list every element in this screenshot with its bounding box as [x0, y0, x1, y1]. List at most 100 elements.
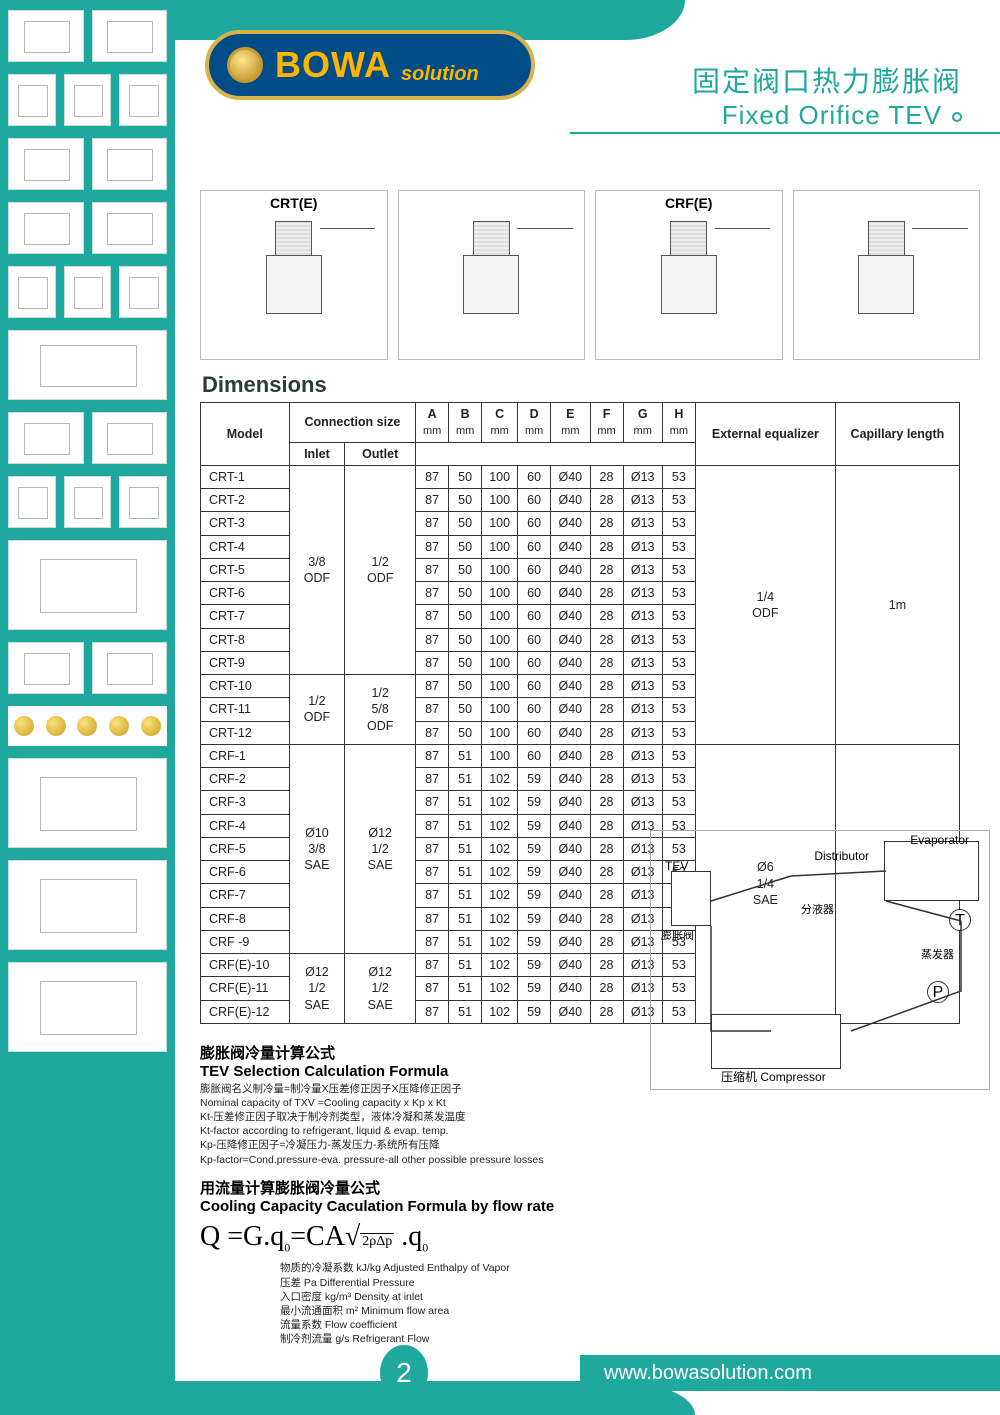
- section-title: Dimensions: [202, 372, 980, 398]
- thumb: [64, 476, 112, 528]
- cell: 53: [662, 512, 695, 535]
- brand-name: BOWA: [275, 44, 391, 86]
- cell-model: CRT-11: [201, 698, 290, 721]
- cell: 50: [449, 465, 482, 488]
- cell: 87: [416, 605, 449, 628]
- brand-logo: BOWA solution: [205, 30, 535, 100]
- cell: 28: [590, 954, 623, 977]
- cell-model: CRT-1: [201, 465, 290, 488]
- formula-block: 膨胀阀冷量计算公式 TEV Selection Calculation Form…: [200, 1042, 630, 1347]
- cell: 102: [482, 1000, 518, 1023]
- cell: Ø40: [551, 930, 590, 953]
- cell-model: CRF-8: [201, 907, 290, 930]
- cell: 60: [518, 744, 551, 767]
- cell: 87: [416, 884, 449, 907]
- thumb: [92, 412, 168, 464]
- thumb: [8, 476, 56, 528]
- cell: 102: [482, 930, 518, 953]
- thumb: [92, 642, 168, 694]
- cell: 87: [416, 791, 449, 814]
- cell: 60: [518, 651, 551, 674]
- cell: 53: [662, 768, 695, 791]
- cell: 87: [416, 535, 449, 558]
- cell: 28: [590, 558, 623, 581]
- cell: Ø13: [623, 465, 662, 488]
- formula-cn-h2: 用流量计算膨胀阀冷量公式: [200, 1177, 630, 1198]
- cell: 59: [518, 884, 551, 907]
- formula-note: 入口密度 kg/m³ Density at inlet: [200, 1290, 630, 1304]
- cell: 51: [449, 861, 482, 884]
- schematic-lines: [651, 831, 989, 1089]
- cell: 51: [449, 884, 482, 907]
- thumb: [8, 266, 56, 318]
- cell: Ø40: [551, 605, 590, 628]
- cell: Ø40: [551, 837, 590, 860]
- cell: Ø40: [551, 582, 590, 605]
- thumb: [8, 962, 167, 1052]
- cell: 50: [449, 628, 482, 651]
- cell: 28: [590, 837, 623, 860]
- cell: 59: [518, 837, 551, 860]
- cell: 50: [449, 675, 482, 698]
- cell: Ø40: [551, 907, 590, 930]
- cell: Ø40: [551, 791, 590, 814]
- cell: 53: [662, 535, 695, 558]
- cell: 87: [416, 907, 449, 930]
- thumb: [8, 330, 167, 400]
- cell: 102: [482, 791, 518, 814]
- cell: 102: [482, 837, 518, 860]
- col-C: Cmm: [482, 403, 518, 443]
- cell: 53: [662, 698, 695, 721]
- col-H: Hmm: [662, 403, 695, 443]
- col-F: Fmm: [590, 403, 623, 443]
- cell: 50: [449, 535, 482, 558]
- cell-model: CRF-3: [201, 791, 290, 814]
- formula-line: Kt-压差修正因子取决于制冷剂类型，液体冷凝和蒸发温度: [200, 1110, 630, 1124]
- cell: 87: [416, 465, 449, 488]
- col-inlet: Inlet: [289, 442, 345, 465]
- cell: Ø13: [623, 558, 662, 581]
- cell: Ø13: [623, 535, 662, 558]
- cell: Ø40: [551, 744, 590, 767]
- cell-outlet: 1/2 5/8 ODF: [345, 675, 416, 745]
- cell: 87: [416, 861, 449, 884]
- cell: Ø40: [551, 675, 590, 698]
- brand-suffix: solution: [401, 63, 479, 96]
- cell: 87: [416, 698, 449, 721]
- diagram-crf-1: CRF(E): [595, 190, 783, 360]
- page-number: 2: [380, 1345, 428, 1401]
- cell: 100: [482, 651, 518, 674]
- thumb: [64, 266, 112, 318]
- cell: 53: [662, 605, 695, 628]
- thumb: [8, 138, 84, 190]
- cell: 53: [662, 744, 695, 767]
- thumb: [8, 540, 167, 630]
- cell-model: CRT-4: [201, 535, 290, 558]
- cell: Ø13: [623, 768, 662, 791]
- cell: 28: [590, 535, 623, 558]
- cell: Ø40: [551, 721, 590, 744]
- cell: 59: [518, 861, 551, 884]
- cell: Ø40: [551, 628, 590, 651]
- table-head: Model Connection size Amm Bmm Cmm Dmm Em…: [201, 403, 960, 466]
- cell: 50: [449, 489, 482, 512]
- formula-line: Kt-factor according to refrigerant, liqu…: [200, 1124, 630, 1138]
- cell: 28: [590, 582, 623, 605]
- cell-model: CRT-9: [201, 651, 290, 674]
- cell: 60: [518, 535, 551, 558]
- cell-model: CRF-5: [201, 837, 290, 860]
- diagram-row: CRT(E) CRF(E): [200, 170, 980, 360]
- formula-line: Nominal capacity of TXV =Cooling capacit…: [200, 1096, 630, 1110]
- cell: 100: [482, 558, 518, 581]
- cell: Ø40: [551, 977, 590, 1000]
- title-cn: 固定阀口热力膨胀阀: [692, 60, 962, 100]
- thumb: [92, 138, 168, 190]
- cell: 60: [518, 465, 551, 488]
- cell-model: CRT-8: [201, 628, 290, 651]
- cell: 53: [662, 791, 695, 814]
- cell: 100: [482, 582, 518, 605]
- thumb: [119, 266, 167, 318]
- col-A: Amm: [416, 403, 449, 443]
- cell-model: CRF-6: [201, 861, 290, 884]
- cell: 87: [416, 512, 449, 535]
